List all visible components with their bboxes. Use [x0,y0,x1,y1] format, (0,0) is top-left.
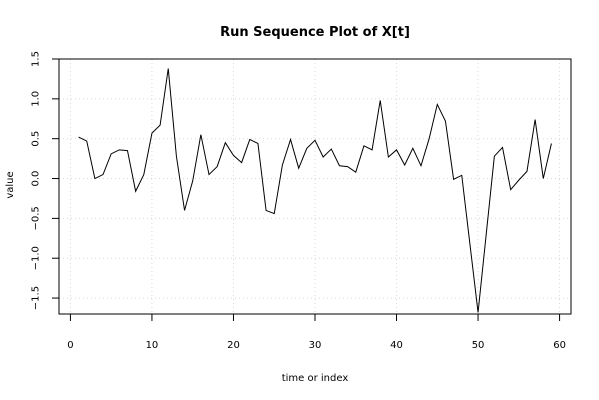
y-tick-label-4: 0.5 [31,131,42,147]
x-tick-label-5: 50 [472,340,485,351]
x-tick-label-6: 60 [553,340,566,351]
y-tick-label-1: −1.0 [31,246,42,270]
x-tick-label-2: 20 [227,340,240,351]
x-tick-label-4: 40 [390,340,403,351]
x-axis: 0 10 20 30 40 50 60 [67,314,566,351]
y-tick-label-0: −1.5 [31,286,42,310]
y-axis-label: value [5,171,16,198]
grid-lines [59,58,571,314]
y-tick-label-5: 1.0 [31,91,42,107]
y-axis: −1.5 −1.0 −0.5 0.0 0.5 1.0 1.5 [31,51,59,310]
series-line [78,68,552,313]
chart-title: Run Sequence Plot of X[t] [220,25,410,40]
y-tick-label-3: 0.0 [31,171,42,187]
x-axis-label: time or index [282,373,349,384]
y-tick-label-2: −0.5 [31,206,42,230]
x-tick-label-1: 10 [146,340,159,351]
x-tick-label-3: 30 [309,340,322,351]
y-tick-label-6: 1.5 [31,51,42,67]
x-tick-label-0: 0 [67,340,73,351]
